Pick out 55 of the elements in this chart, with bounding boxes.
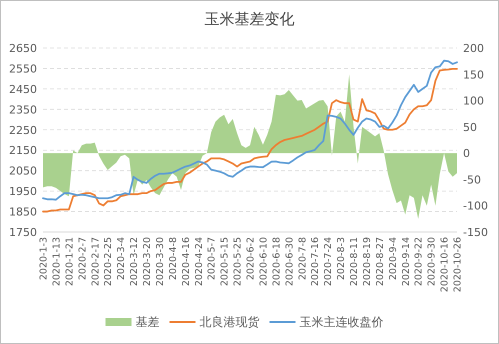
y2-tick-label: 100 — [463, 94, 484, 108]
x-tick-label: 2020-6-30 — [284, 237, 296, 286]
x-tick-label: 2020-5-7 — [206, 237, 218, 280]
x-tick-label: 2020-3-12 — [129, 237, 140, 286]
x-tick-label: 2020-7-8 — [297, 237, 308, 280]
x-tick-label: 2020-6-18 — [271, 237, 282, 286]
x-tick-label: 2020-8-3 — [336, 237, 348, 280]
x-tick-label: 2020-3-4 — [116, 237, 128, 280]
x-tick-label: 2020-3-30 — [154, 237, 166, 286]
x-tick-label: 2020-8-19 — [362, 237, 373, 286]
x-tick-label: 2020-4-24 — [194, 237, 205, 286]
y2-tick-label: 200 — [463, 42, 484, 55]
x-tick-label: 2020-5-25 — [232, 237, 244, 286]
legend-label: 北良港现货 — [200, 315, 260, 329]
y2-tick-label: 50 — [463, 120, 477, 134]
y-tick-label: 2150 — [9, 144, 37, 158]
y-tick-label: 1750 — [9, 226, 37, 239]
y-tick-label: 2050 — [9, 164, 37, 178]
chart-title: 玉米基差变化 — [204, 10, 294, 28]
x-tick-label: 2020-8-27 — [374, 237, 386, 286]
y-tick-label: 1950 — [9, 185, 37, 198]
x-tick-label: 2020-4-16 — [180, 237, 192, 286]
legend-label: 基差 — [136, 315, 160, 329]
x-tick-label: 2020-1-3 — [38, 237, 50, 280]
x-tick-label: 2020-9-14 — [400, 237, 412, 286]
x-tick-label: 2020-1-13 — [51, 237, 62, 286]
x-tick-label: 2020-1-21 — [64, 237, 76, 286]
y2-tick-label: 0 — [463, 147, 470, 160]
x-tick-label: 2020-7-16 — [310, 237, 322, 286]
y-tick-label: 2450 — [9, 82, 37, 96]
y-tick-label: 2250 — [9, 124, 37, 137]
x-tick-label: 2020-10-26 — [452, 237, 464, 292]
x-tick-label: 2020-8-11 — [349, 237, 360, 286]
x-tick-label: 2020-9-30 — [426, 237, 438, 286]
y2-tick-label: -150 — [463, 226, 488, 239]
x-tick-label: 2020-4-8 — [168, 237, 179, 280]
y2-tick-label: 150 — [463, 68, 484, 82]
x-tick-label: 2020-7-24 — [323, 237, 334, 286]
y-tick-label: 2350 — [9, 103, 37, 116]
y-tick-label: 1850 — [9, 206, 37, 219]
x-tick-label: 2020-2-7 — [77, 237, 88, 280]
legend-label: 玉米主连收盘价 — [300, 315, 384, 329]
x-tick-label: 2020-3-20 — [142, 237, 153, 286]
x-tick-label: 2020-10-16 — [440, 237, 451, 292]
x-tick-label: 2020-9-4 — [388, 237, 399, 280]
y-tick-label: 2550 — [9, 62, 37, 76]
x-tick-label: 2020-6-10 — [258, 237, 270, 286]
y2-tick-label: -50 — [463, 173, 481, 186]
x-tick-label: 2020-9-22 — [414, 237, 425, 286]
x-tick-label: 2020-6-2 — [246, 237, 256, 280]
x-tick-label: 2020-2-17 — [90, 237, 102, 286]
y2-tick-label: -100 — [463, 200, 488, 213]
x-tick-label: 2020-2-25 — [103, 237, 114, 286]
y-tick-label: 2650 — [9, 42, 37, 55]
x-tick-label: 2020-5-15 — [220, 237, 231, 286]
